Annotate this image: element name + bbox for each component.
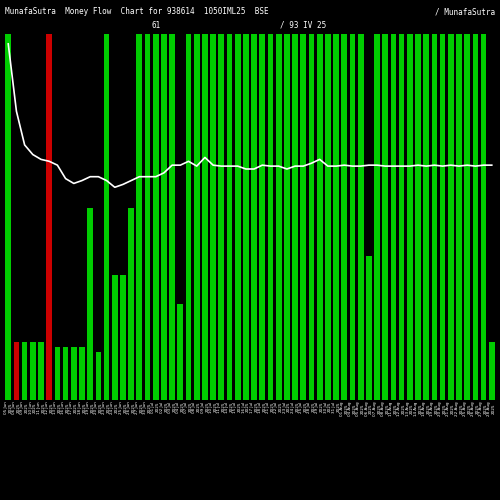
Bar [358, 34, 364, 400]
Bar [226, 34, 232, 400]
Bar [120, 275, 126, 400]
Bar [325, 34, 330, 400]
Bar [382, 34, 388, 400]
Bar [366, 256, 372, 400]
Text: / 93 IV 25: / 93 IV 25 [280, 21, 326, 30]
Bar [235, 34, 240, 400]
Bar [22, 342, 28, 400]
Bar [342, 34, 347, 400]
Bar [317, 34, 322, 400]
Bar [464, 34, 470, 400]
Bar [489, 342, 494, 400]
Bar [448, 34, 454, 400]
Bar [251, 34, 257, 400]
Bar [390, 34, 396, 400]
Bar [170, 34, 175, 400]
Bar [202, 34, 208, 400]
Bar [268, 34, 274, 400]
Bar [276, 34, 281, 400]
Bar [260, 34, 265, 400]
Bar [480, 34, 486, 400]
Bar [472, 34, 478, 400]
Bar [292, 34, 298, 400]
Bar [112, 275, 117, 400]
Bar [104, 34, 110, 400]
Bar [243, 34, 249, 400]
Bar [374, 34, 380, 400]
Bar [333, 34, 339, 400]
Bar [62, 347, 68, 400]
Bar [6, 34, 11, 400]
Bar [54, 347, 60, 400]
Bar [432, 34, 438, 400]
Bar [415, 34, 421, 400]
Bar [210, 34, 216, 400]
Bar [161, 34, 167, 400]
Bar [194, 34, 200, 400]
Bar [88, 208, 93, 400]
Bar [407, 34, 412, 400]
Bar [30, 342, 36, 400]
Bar [284, 34, 290, 400]
Bar [300, 34, 306, 400]
Bar [14, 342, 20, 400]
Bar [71, 347, 76, 400]
Bar [38, 342, 44, 400]
Bar [136, 34, 142, 400]
Bar [178, 304, 183, 400]
Bar [186, 34, 192, 400]
Bar [398, 34, 404, 400]
Bar [79, 347, 85, 400]
Bar [350, 34, 356, 400]
Bar [308, 34, 314, 400]
Bar [46, 34, 52, 400]
Text: / MunafaSutra: / MunafaSutra [435, 8, 495, 16]
Bar [218, 34, 224, 400]
Bar [424, 34, 429, 400]
Bar [440, 34, 446, 400]
Bar [96, 352, 102, 400]
Bar [153, 34, 158, 400]
Text: MunafaSutra  Money Flow  Chart for 938614  1050IML25  BSE: MunafaSutra Money Flow Chart for 938614 … [5, 8, 268, 16]
Bar [128, 208, 134, 400]
Bar [144, 34, 150, 400]
Bar [456, 34, 462, 400]
Text: 61: 61 [151, 21, 160, 30]
